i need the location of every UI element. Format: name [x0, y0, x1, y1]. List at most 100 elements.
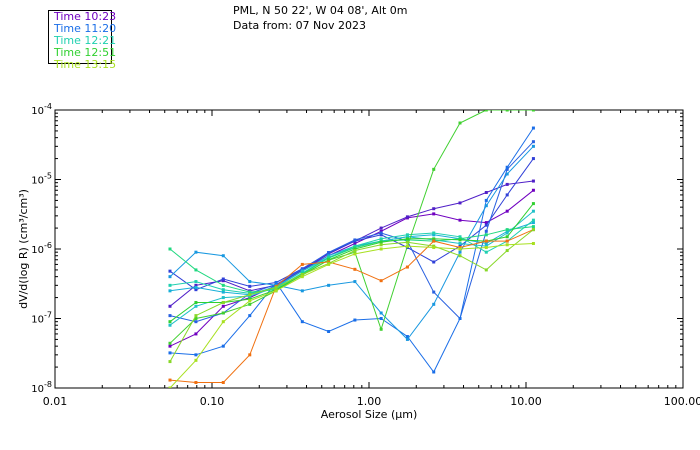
data-point: [300, 275, 304, 279]
data-point: [327, 256, 331, 260]
data-point: [405, 335, 409, 339]
data-point: [168, 341, 172, 345]
data-point: [327, 283, 331, 287]
data-point: [531, 144, 535, 148]
data-point: [432, 233, 436, 237]
data-point: [248, 302, 252, 306]
series-line: [169, 158, 534, 291]
data-point: [432, 207, 436, 211]
data-point: [300, 320, 304, 324]
data-point: [379, 247, 383, 251]
data-point: [432, 370, 436, 374]
data-point: [405, 233, 409, 237]
data-point: [327, 251, 331, 255]
data-point: [484, 110, 488, 112]
data-point: [274, 280, 278, 284]
data-point: [221, 380, 225, 384]
data-point: [221, 290, 225, 294]
data-point: [505, 209, 509, 213]
data-point: [248, 353, 252, 357]
data-point: [194, 314, 198, 318]
data-point: [405, 237, 409, 241]
data-point: [432, 246, 436, 250]
data-point: [248, 290, 252, 294]
data-point: [379, 327, 383, 331]
data-point: [300, 262, 304, 266]
data-point: [194, 285, 198, 289]
data-point: [531, 228, 535, 232]
series-layer: [168, 110, 535, 388]
data-point: [194, 300, 198, 304]
data-point: [379, 237, 383, 241]
data-point: [221, 304, 225, 308]
data-point: [484, 229, 488, 233]
data-point: [379, 279, 383, 283]
data-point: [327, 258, 331, 262]
data-point: [221, 311, 225, 315]
data-point: [168, 378, 172, 382]
data-point: [168, 351, 172, 355]
data-point: [168, 344, 172, 348]
data-point: [194, 317, 198, 320]
data-point: [194, 332, 198, 336]
data-point: [484, 241, 488, 245]
data-point: [194, 268, 198, 272]
series-line: [169, 180, 534, 307]
data-point: [194, 353, 198, 357]
data-point: [531, 126, 535, 130]
data-point: [248, 280, 252, 284]
data-point: [379, 229, 383, 233]
data-point: [458, 241, 462, 245]
data-point: [458, 121, 462, 125]
legend-item: Time 13:15: [54, 58, 117, 71]
data-point: [484, 223, 488, 227]
data-point: [379, 317, 383, 320]
station-location: PML, N 50 22', W 04 08', Alt 0m: [233, 4, 408, 17]
data-point: [458, 317, 462, 320]
data-point: [432, 302, 436, 306]
data-point: [432, 239, 436, 243]
data-point: [432, 290, 436, 294]
data-point: [505, 228, 509, 232]
data-point: [353, 318, 357, 322]
data-point: [531, 225, 535, 229]
data-point: [353, 249, 357, 253]
data-point: [405, 240, 409, 244]
y-tick-label: 10-4: [31, 102, 52, 117]
data-point: [484, 204, 488, 208]
y-tick-label: 10-6: [31, 241, 52, 256]
data-point: [505, 249, 509, 253]
data-date: Data from: 07 Nov 2023: [233, 19, 367, 32]
data-point: [484, 246, 488, 250]
data-point: [300, 269, 304, 273]
y-axis-label: dV/d(log R) (cm³/cm³): [17, 189, 30, 309]
data-point: [379, 233, 383, 237]
data-point: [194, 358, 198, 362]
data-point: [458, 201, 462, 205]
data-point: [379, 243, 383, 247]
data-point: [505, 239, 509, 243]
data-point: [221, 296, 225, 300]
data-point: [248, 299, 252, 303]
series-line: [169, 203, 534, 323]
series-line: [169, 110, 534, 344]
data-point: [405, 215, 409, 219]
data-point: [274, 285, 278, 289]
data-point: [194, 320, 198, 324]
data-point: [505, 110, 509, 112]
data-point: [432, 212, 436, 216]
data-point: [379, 240, 383, 244]
legend-item: Time 10:23: [54, 10, 117, 23]
data-point: [458, 254, 462, 258]
data-point: [531, 140, 535, 144]
data-point: [531, 209, 535, 213]
data-point: [168, 386, 172, 388]
data-point: [432, 237, 436, 241]
series-line: [169, 229, 534, 362]
data-point: [221, 254, 225, 258]
data-point: [405, 265, 409, 269]
y-tick-label: 10-5: [31, 172, 52, 187]
data-point: [505, 193, 509, 197]
data-point: [405, 337, 409, 341]
data-point: [248, 293, 252, 297]
